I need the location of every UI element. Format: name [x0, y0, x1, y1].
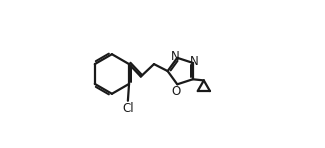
Text: N: N	[171, 50, 180, 63]
Text: Cl: Cl	[122, 102, 134, 115]
Text: O: O	[171, 86, 180, 98]
Text: N: N	[190, 55, 199, 68]
